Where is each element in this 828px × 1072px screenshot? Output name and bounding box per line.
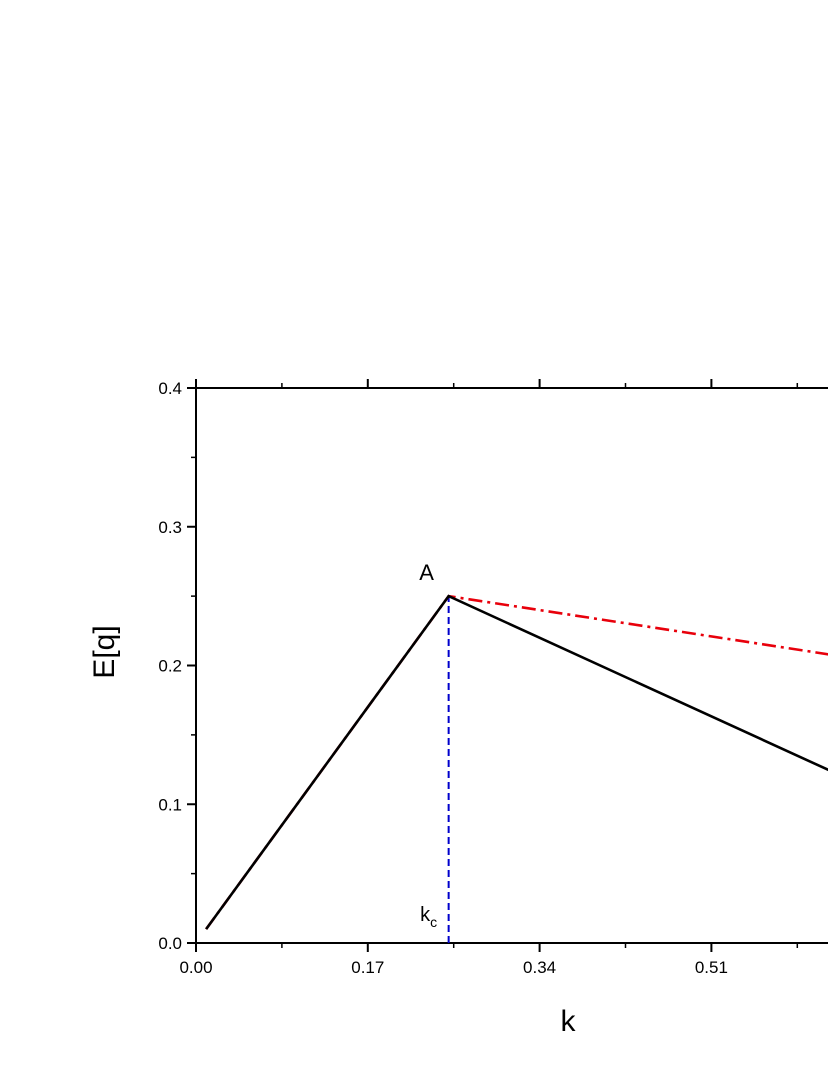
series-lines: [205, 594, 828, 930]
dash-dot-series-line: [205, 594, 828, 930]
x-axis-label: k: [561, 1005, 577, 1038]
y-tick-label: 0.2: [158, 657, 182, 676]
x-tick-label: 0.00: [179, 958, 212, 977]
x-tick-label: 0.17: [351, 958, 384, 977]
y-tick-label: 0.4: [158, 379, 182, 398]
y-tick-label: 0.1: [158, 795, 182, 814]
y-tick-label: 0.3: [158, 518, 182, 537]
kc-annotation: kc: [420, 904, 437, 930]
kc-annotation-main: k: [420, 904, 431, 926]
tick-labels: 0.000.170.340.510.680.850.00.10.20.30.4: [158, 379, 728, 977]
kc-annotation-subscript: c: [430, 914, 437, 930]
x-tick-label: 0.34: [523, 958, 556, 977]
y-tick-label: 0.0: [158, 934, 182, 953]
x-tick-label: 0.51: [695, 958, 728, 977]
solid-series-line: [205, 594, 828, 930]
point-a-annotation: A: [419, 560, 434, 585]
y-axis-label: E[q]: [88, 625, 121, 678]
axis-ticks: [187, 379, 799, 952]
plot-frame: [195, 387, 828, 944]
